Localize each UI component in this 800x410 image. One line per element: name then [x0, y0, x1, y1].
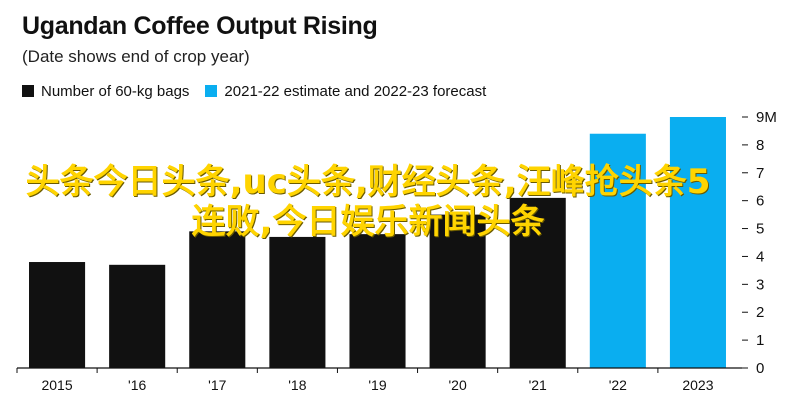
- bar-2: [189, 231, 246, 368]
- legend-item-bags: Number of 60-kg bags: [22, 83, 189, 100]
- x-tick-label-1: '16: [128, 377, 146, 393]
- y-tick-label-8: 8: [756, 137, 764, 154]
- x-tick-label-6: '21: [529, 377, 547, 393]
- y-tick-label-6: 6: [756, 193, 764, 210]
- legend-swatch-forecast: [205, 85, 218, 97]
- y-tick-label-0: 0: [756, 360, 764, 377]
- legend-swatch-bags: [22, 85, 34, 97]
- x-tick-label-0: 2015: [41, 377, 72, 393]
- bar-8: [669, 117, 726, 368]
- bar-5: [429, 214, 486, 368]
- x-tick-label-7: '22: [609, 377, 627, 393]
- y-tick-label-7: 7: [756, 165, 764, 182]
- y-tick-label-3: 3: [756, 276, 764, 293]
- x-tick-label-8: 2023: [682, 377, 713, 393]
- x-tick-label-2: '17: [208, 377, 226, 393]
- y-tick-label-4: 4: [756, 248, 764, 265]
- chart-subtitle: (Date shows end of crop year): [22, 47, 250, 66]
- legend: Number of 60-kg bags 2021-22 estimate an…: [22, 81, 502, 101]
- bar-3: [269, 236, 326, 368]
- bar-0: [29, 262, 86, 368]
- y-tick-label-9: 9M: [756, 109, 777, 126]
- legend-label-forecast: 2021-22 estimate and 2022-23 forecast: [224, 82, 487, 100]
- chart-title: Ugandan Coffee Output Rising: [22, 12, 378, 40]
- legend-item-forecast: 2021-22 estimate and 2022-23 forecast: [205, 83, 486, 100]
- y-tick-label-5: 5: [756, 221, 764, 238]
- bar-1: [109, 264, 166, 368]
- x-tick-label-3: '18: [288, 377, 306, 393]
- y-tick-label-1: 1: [756, 332, 764, 349]
- bar-4: [349, 234, 406, 368]
- bar-6: [509, 197, 566, 368]
- x-tick-label-4: '19: [368, 377, 386, 393]
- x-tick-label-5: '20: [448, 377, 466, 393]
- y-tick-label-2: 2: [756, 304, 764, 321]
- bar-7: [589, 133, 646, 368]
- legend-label-bags: Number of 60-kg bags: [41, 82, 190, 100]
